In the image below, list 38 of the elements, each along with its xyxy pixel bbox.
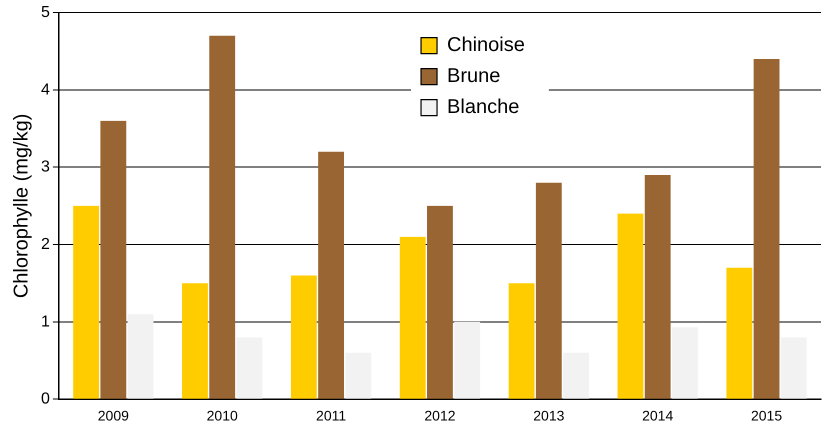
bar — [726, 268, 752, 399]
bar — [672, 327, 698, 399]
y-tick-label: 1 — [40, 313, 50, 330]
y-tick-label: 4 — [40, 81, 50, 98]
bar — [73, 206, 100, 399]
y-tick-label: 2 — [40, 236, 50, 253]
x-tick-label: 2015 — [750, 407, 782, 424]
bar — [536, 182, 562, 399]
bar — [290, 275, 317, 399]
bar — [454, 322, 480, 399]
bar — [182, 283, 208, 399]
x-tick-label: 2011 — [316, 407, 346, 424]
bar — [618, 214, 644, 399]
bar — [400, 236, 426, 399]
bar — [508, 283, 535, 399]
bar — [427, 206, 453, 399]
legend-label: Blanche — [447, 96, 520, 118]
x-tick-label: 2012 — [424, 407, 456, 424]
legend-label: Chinoise — [447, 34, 525, 56]
x-tick-label: 2010 — [206, 407, 238, 424]
bar — [128, 314, 154, 399]
bar — [318, 152, 344, 399]
bar — [100, 120, 126, 399]
y-tick-label: 3 — [40, 158, 50, 176]
bar — [563, 352, 589, 399]
x-tick-label: 2013 — [533, 407, 565, 424]
bar — [754, 58, 780, 399]
y-tick-label: 5 — [40, 4, 50, 22]
y-tick-label: 0 — [40, 390, 50, 408]
legend-label: Brune — [447, 65, 500, 88]
bar — [236, 337, 262, 399]
x-tick-label: 2014 — [642, 407, 674, 424]
y-axis-title: Chlorophylle (mg/kg) — [10, 114, 33, 298]
bar — [209, 36, 236, 399]
x-tick-label: 2009 — [98, 407, 130, 424]
bar — [780, 337, 807, 399]
bar — [345, 352, 372, 399]
bar — [644, 174, 671, 399]
